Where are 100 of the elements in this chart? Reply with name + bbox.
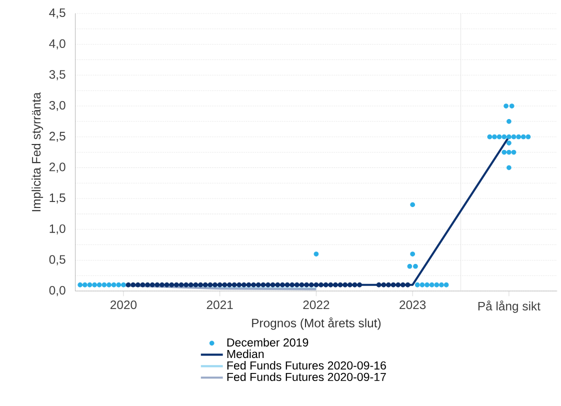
point xyxy=(348,282,352,288)
y-tick-label: 0,5 xyxy=(49,255,66,266)
point xyxy=(342,282,348,288)
point xyxy=(333,282,338,288)
point xyxy=(328,282,334,288)
point xyxy=(434,282,440,288)
point xyxy=(506,134,512,140)
point xyxy=(130,282,136,288)
point xyxy=(198,282,204,288)
point xyxy=(444,282,449,288)
point xyxy=(357,282,362,288)
point xyxy=(236,282,242,288)
point xyxy=(520,134,526,140)
point xyxy=(217,282,222,288)
y-tick-label: 2,0 xyxy=(49,162,66,173)
point xyxy=(502,150,507,155)
legend-label: Fed Funds Futures 2020-09-17 xyxy=(227,372,386,382)
point xyxy=(496,134,502,140)
point xyxy=(284,282,290,288)
y-tick-label: 4,0 xyxy=(49,39,66,50)
x-axis-title: Prognos (Mot årets slut) xyxy=(252,318,381,330)
point xyxy=(352,282,358,288)
point xyxy=(410,252,416,257)
point xyxy=(504,104,509,109)
point xyxy=(304,282,310,288)
point xyxy=(145,282,150,288)
point xyxy=(222,282,228,288)
point xyxy=(299,282,304,288)
point xyxy=(208,282,213,288)
point xyxy=(126,282,131,288)
point xyxy=(420,282,425,288)
point xyxy=(516,134,522,140)
point xyxy=(140,282,146,288)
x-tick-label: 2023 xyxy=(400,300,426,310)
point xyxy=(407,264,412,269)
point xyxy=(390,282,396,288)
point xyxy=(184,282,189,288)
point xyxy=(270,282,276,288)
point xyxy=(164,282,170,288)
y-tick-label: 0,0 xyxy=(49,286,66,296)
point xyxy=(280,282,285,288)
point xyxy=(511,134,516,140)
point xyxy=(241,282,246,288)
point xyxy=(227,282,232,288)
legend-label: Fed Funds Futures 2020-09-16 xyxy=(227,361,386,370)
point xyxy=(314,282,319,288)
point xyxy=(414,282,420,288)
point xyxy=(323,282,328,288)
point xyxy=(526,134,531,140)
x-tick-label: 2020 xyxy=(110,300,137,310)
point xyxy=(487,134,492,140)
point xyxy=(150,282,155,288)
point xyxy=(338,282,343,288)
point xyxy=(381,282,386,288)
legend-label: December 2019 xyxy=(227,338,308,347)
point xyxy=(506,140,512,146)
point xyxy=(405,282,410,288)
point xyxy=(314,252,319,257)
point xyxy=(106,282,112,288)
point xyxy=(78,282,83,288)
point xyxy=(429,282,434,288)
point xyxy=(424,282,430,288)
point xyxy=(506,165,512,170)
point xyxy=(193,282,198,288)
point xyxy=(96,282,102,288)
point xyxy=(121,282,126,288)
point xyxy=(92,282,97,288)
point xyxy=(400,282,406,288)
point xyxy=(212,282,218,288)
point xyxy=(82,282,88,288)
y-tick-label: 3,5 xyxy=(49,70,66,80)
point xyxy=(439,282,444,288)
y-tick-label: 1,0 xyxy=(50,224,66,235)
point xyxy=(102,282,107,288)
point xyxy=(154,282,160,288)
point xyxy=(246,282,252,288)
x-tick-label: På lång sikt xyxy=(478,300,540,314)
x-tick-label: 2021 xyxy=(206,300,233,310)
point xyxy=(294,282,300,288)
point xyxy=(232,282,237,288)
y-tick-label: 3,0 xyxy=(49,101,66,112)
point xyxy=(174,282,179,288)
y-tick-label: 1,5 xyxy=(50,194,66,204)
point xyxy=(266,282,270,288)
point xyxy=(492,134,497,140)
point xyxy=(506,119,512,124)
point xyxy=(290,282,295,288)
point xyxy=(160,282,164,288)
point xyxy=(202,282,208,288)
point xyxy=(502,134,507,140)
point xyxy=(188,282,194,288)
point xyxy=(275,282,280,288)
point xyxy=(251,282,256,288)
point xyxy=(511,150,516,155)
legend-label: Median xyxy=(227,350,264,358)
point xyxy=(135,282,140,288)
point xyxy=(318,282,324,288)
point xyxy=(169,282,174,288)
y-tick-label: 4,5 xyxy=(49,8,66,19)
point xyxy=(386,282,391,288)
